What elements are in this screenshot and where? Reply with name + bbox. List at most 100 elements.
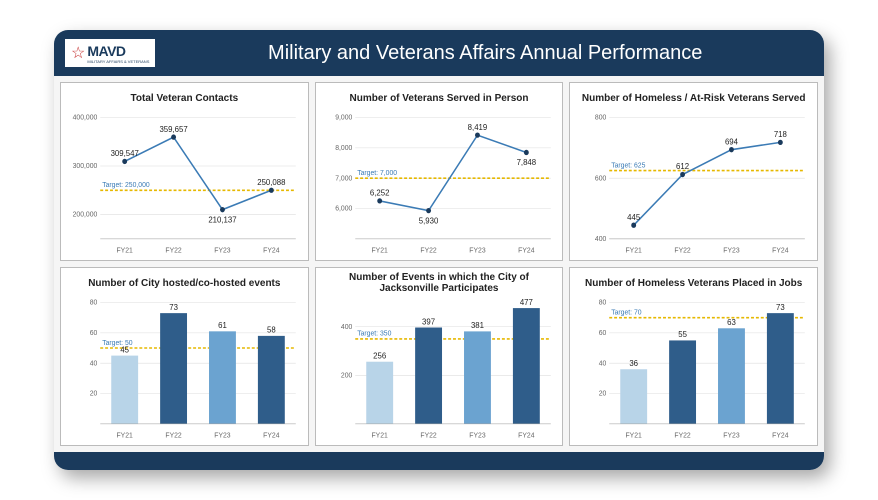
svg-text:Target: 625: Target: 625	[612, 161, 646, 169]
svg-text:FY22: FY22	[420, 431, 436, 439]
chart-grid: Total Veteran Contacts 200,000 300,000 400,…	[54, 76, 824, 452]
chart-card-served-in-person: Number of Veterans Served in Person6,000…	[315, 82, 564, 261]
svg-text:73: 73	[776, 303, 785, 312]
chart-card-hosted-events: Number of City hosted/co-hosted events 20…	[60, 267, 309, 446]
svg-text:45: 45	[120, 345, 129, 354]
svg-text:200,000: 200,000	[73, 210, 98, 218]
footer-bar	[54, 452, 824, 470]
svg-text:6,252: 6,252	[370, 188, 390, 197]
logo-brand: MAVD	[87, 43, 149, 59]
svg-text:FY23: FY23	[724, 246, 740, 254]
svg-text:8,000: 8,000	[335, 144, 352, 152]
svg-text:397: 397	[422, 317, 435, 326]
svg-text:20: 20	[599, 389, 607, 397]
star-icon: ☆	[71, 43, 85, 63]
svg-text:40: 40	[90, 359, 98, 367]
svg-text:600: 600	[595, 174, 606, 182]
svg-text:309,547: 309,547	[111, 149, 140, 158]
svg-text:FY21: FY21	[371, 246, 387, 254]
chart-card-total-contacts: Total Veteran Contacts 200,000 300,000 400,…	[60, 82, 309, 261]
svg-text:359,657: 359,657	[159, 124, 188, 133]
svg-text:Target: 7,000: Target: 7,000	[357, 169, 397, 177]
svg-text:FY21: FY21	[626, 431, 642, 439]
svg-text:60: 60	[90, 329, 98, 337]
svg-text:Target: 70: Target: 70	[612, 308, 642, 316]
svg-text:256: 256	[373, 351, 386, 360]
svg-text:800: 800	[595, 113, 606, 121]
svg-text:7,848: 7,848	[516, 158, 536, 167]
svg-text:718: 718	[774, 130, 787, 139]
svg-text:36: 36	[630, 359, 639, 368]
svg-text:60: 60	[599, 329, 607, 337]
chart-card-homeless-served: Number of Homeless / At-Risk Veterans Se…	[569, 82, 818, 261]
svg-text:61: 61	[218, 321, 227, 330]
svg-text:FY24: FY24	[773, 246, 789, 254]
chart-title: Number of City hosted/co-hosted events	[67, 272, 302, 294]
svg-text:612: 612	[676, 162, 689, 171]
svg-text:80: 80	[599, 298, 607, 306]
header: ☆ MAVD MILITARY AFFAIRS & VETERANS Milit…	[54, 30, 824, 76]
svg-text:FY24: FY24	[773, 431, 789, 439]
svg-text:FY23: FY23	[214, 246, 230, 254]
chart-card-placed-in-jobs: Number of Homeless Veterans Placed in Jo…	[569, 267, 818, 446]
svg-text:381: 381	[471, 321, 484, 330]
svg-text:55: 55	[679, 330, 688, 339]
chart-area: 200,000 300,000 400,000 Target: 250,000 309,…	[67, 109, 302, 258]
svg-text:FY24: FY24	[263, 431, 279, 439]
svg-text:FY22: FY22	[420, 246, 436, 254]
svg-text:FY21: FY21	[117, 431, 133, 439]
svg-text:210,137: 210,137	[208, 215, 237, 224]
svg-text:FY21: FY21	[626, 246, 642, 254]
svg-text:FY23: FY23	[469, 431, 485, 439]
svg-text:FY24: FY24	[518, 431, 534, 439]
svg-text:FY24: FY24	[518, 246, 534, 254]
logo-subtitle: MILITARY AFFAIRS & VETERANS	[87, 59, 149, 64]
svg-text:FY23: FY23	[469, 246, 485, 254]
svg-text:6,000: 6,000	[335, 204, 352, 212]
svg-text:80: 80	[90, 298, 98, 306]
svg-text:FY22: FY22	[675, 246, 691, 254]
chart-title: Number of Homeless Veterans Placed in Jo…	[576, 272, 811, 294]
logo: ☆ MAVD MILITARY AFFAIRS & VETERANS	[64, 38, 156, 68]
svg-text:FY22: FY22	[675, 431, 691, 439]
svg-text:FY22: FY22	[165, 246, 181, 254]
svg-text:400,000: 400,000	[73, 113, 98, 121]
svg-text:FY23: FY23	[724, 431, 740, 439]
chart-title: Number of Events in which the City of Ja…	[322, 272, 557, 294]
svg-text:300,000: 300,000	[73, 162, 98, 170]
chart-title: Total Veteran Contacts	[67, 87, 302, 109]
svg-text:5,930: 5,930	[418, 216, 438, 225]
chart-title: Number of Veterans Served in Person	[322, 87, 557, 109]
svg-text:20: 20	[90, 389, 98, 397]
chart-card-participates-events: Number of Events in which the City of Ja…	[315, 267, 564, 446]
svg-text:FY24: FY24	[263, 246, 279, 254]
svg-text:400: 400	[595, 235, 606, 243]
svg-text:400: 400	[341, 323, 352, 331]
svg-text:73: 73	[169, 303, 178, 312]
chart-area: 400 600 800 Target: 625 445 612 694 718 FY21 FY22…	[576, 109, 811, 258]
svg-text:9,000: 9,000	[335, 113, 352, 121]
dashboard-frame: ☆ MAVD MILITARY AFFAIRS & VETERANS Milit…	[54, 30, 824, 470]
svg-text:FY21: FY21	[117, 246, 133, 254]
svg-text:694: 694	[725, 137, 738, 146]
page-title: Military and Veterans Affairs Annual Per…	[156, 42, 814, 65]
chart-area: 20406080Target: 5045736158FY21FY22FY23FY…	[67, 294, 302, 443]
chart-area: 20 40 60 80 Target: 70 36 55 63 73 FY21 FY22 FY23 FY…	[576, 294, 811, 443]
svg-text:40: 40	[599, 359, 607, 367]
svg-text:8,419: 8,419	[467, 123, 487, 132]
svg-text:63: 63	[727, 318, 736, 327]
svg-text:200: 200	[341, 371, 352, 379]
svg-text:Target: 350: Target: 350	[357, 329, 391, 337]
svg-text:445: 445	[628, 213, 641, 222]
chart-area: 6,000 7,000 8,000 9,000 Target: 7,000 6,252 5,…	[322, 109, 557, 258]
svg-text:250,088: 250,088	[257, 178, 286, 187]
svg-text:FY23: FY23	[214, 431, 230, 439]
chart-area: 200 400 Target: 350 256 397 381 477 FY21 FY22 FY2…	[322, 294, 557, 443]
svg-text:Target: 250,000: Target: 250,000	[102, 181, 150, 189]
svg-text:477: 477	[520, 298, 533, 307]
chart-title: Number of Homeless / At-Risk Veterans Se…	[576, 87, 811, 109]
svg-text:FY22: FY22	[165, 431, 181, 439]
svg-text:FY21: FY21	[371, 431, 387, 439]
svg-text:7,000: 7,000	[335, 174, 352, 182]
svg-text:58: 58	[267, 325, 276, 334]
